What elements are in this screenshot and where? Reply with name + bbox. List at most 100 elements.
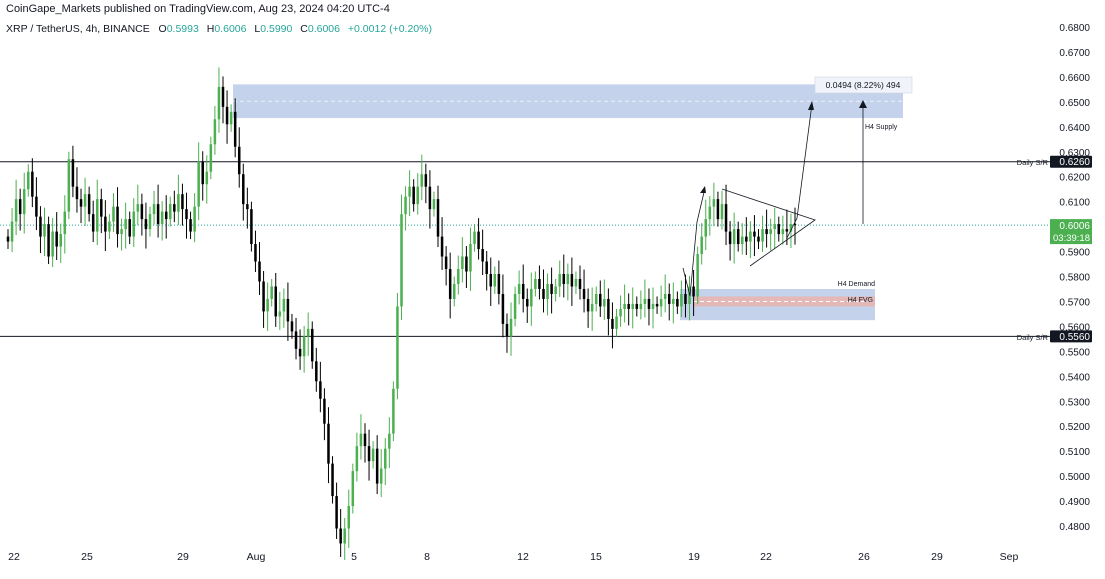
candle-body (371, 448, 375, 462)
x-tick-label: 8 (424, 551, 430, 563)
candle-body (655, 303, 659, 307)
candle-body (428, 186, 432, 210)
candle-body (355, 446, 359, 472)
candle-body (651, 303, 655, 309)
candle-body (509, 318, 513, 337)
candle-body (31, 171, 34, 197)
candle-body (205, 171, 209, 185)
candle-body (659, 298, 663, 307)
y-tick-label: 0.5400 (1059, 372, 1090, 383)
candle-body (542, 288, 545, 299)
x-tick-label: 19 (688, 551, 700, 563)
candle-body (741, 236, 744, 245)
candle-body (623, 303, 626, 309)
low-value: 0.5990 (260, 23, 293, 35)
candle-body (359, 433, 363, 447)
candle-body (667, 293, 671, 304)
candle-body (116, 206, 119, 235)
candle-body (732, 229, 736, 245)
candle-body (169, 204, 172, 220)
candle-body (599, 293, 602, 307)
candle-body (546, 283, 549, 299)
candle-body (43, 224, 46, 237)
candle-body (152, 204, 156, 215)
candle-body (627, 303, 630, 309)
candle-body (594, 293, 598, 304)
x-tick-label: 22 (8, 551, 20, 563)
candle-body (416, 186, 419, 205)
candle-body (254, 244, 257, 262)
x-tick-label: 25 (81, 551, 93, 563)
candle-body (700, 236, 703, 255)
candle-body (144, 219, 148, 230)
candle-body (189, 219, 192, 232)
candle-body (582, 288, 586, 299)
candle-body (773, 224, 776, 230)
candle-body (209, 144, 213, 172)
candle-body (229, 111, 233, 125)
x-tick-label: 5 (351, 551, 357, 563)
candle-body (201, 161, 204, 185)
candle-body (306, 328, 310, 337)
candle-body (712, 199, 716, 207)
candle-body (619, 308, 622, 317)
candle-body (384, 448, 387, 469)
candle-body (237, 146, 241, 175)
daily-sr-price: 0.5560 (1059, 332, 1090, 343)
candle-body (217, 86, 221, 120)
candle-body (213, 119, 217, 145)
y-tick-label: 0.4800 (1059, 522, 1090, 533)
candle-body (566, 274, 570, 284)
candle-body (736, 229, 740, 245)
candle-body (716, 199, 720, 220)
candle-body (550, 283, 553, 294)
candle-body (22, 189, 26, 215)
candle-body (672, 298, 675, 304)
candle-body (692, 286, 695, 297)
low-label: L (254, 23, 261, 35)
candle-body (477, 231, 480, 250)
candle-body (351, 471, 355, 507)
candle-body (526, 298, 529, 307)
close-value: 0.6006 (307, 23, 340, 35)
candle-body (481, 249, 484, 262)
measure-box (814, 76, 913, 94)
candle-body (177, 194, 180, 212)
candle-body (35, 196, 38, 217)
candle-body (302, 336, 306, 357)
candle-body (789, 224, 793, 232)
candle-body (643, 298, 647, 304)
candle-body (424, 174, 428, 187)
projection-path-left (682, 187, 706, 297)
daily-sr-price: 0.6260 (1059, 157, 1090, 168)
candle-body (517, 283, 521, 294)
candle-body (436, 199, 440, 237)
candle-body (578, 278, 582, 289)
y-tick-label: 0.5000 (1059, 472, 1090, 483)
candle-body (39, 216, 42, 237)
candle-body (104, 216, 107, 232)
change-value: +0.0012 (+0.20%) (347, 23, 432, 35)
daily-sr-label: Daily S/R (1017, 158, 1049, 167)
daily-sr-price-tag (1050, 155, 1092, 168)
open-label: O (158, 23, 167, 35)
candle-body (47, 224, 50, 257)
candle-body (793, 224, 797, 226)
candle-body (497, 274, 501, 294)
candle-body (761, 229, 764, 242)
candle-body (493, 274, 497, 287)
last-price-value: 0.6006 (1059, 221, 1090, 232)
candle-body (270, 286, 273, 299)
candle-body (136, 204, 140, 212)
triangle-pattern (721, 188, 816, 267)
candle-body (485, 261, 488, 275)
candle-body (156, 204, 160, 225)
candle-body (140, 204, 144, 220)
candle-body (225, 106, 229, 125)
candle-body (331, 463, 334, 497)
candle-body (408, 186, 411, 197)
y-tick-label: 0.5700 (1059, 297, 1090, 308)
daily-sr-label: Daily S/R (1017, 333, 1049, 342)
candle-body (570, 274, 574, 287)
candle-body (530, 288, 533, 307)
